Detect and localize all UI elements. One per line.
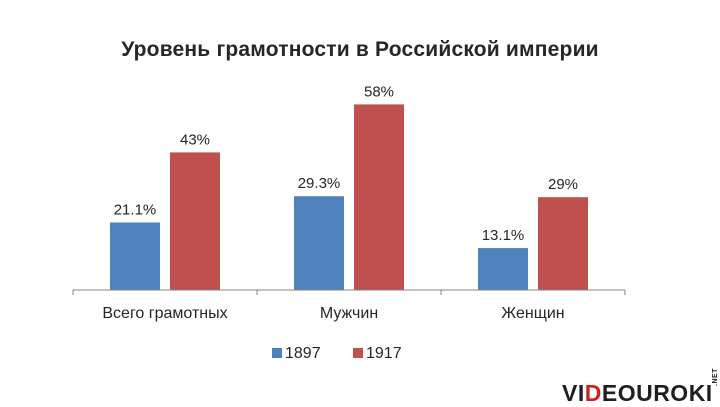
data-label-1917-1: 43%	[180, 131, 210, 148]
legend-swatch-1897	[272, 348, 282, 358]
legend-label-1917: 1917	[366, 345, 402, 362]
videouroki-logo: VIDEOUROKI .NET	[562, 368, 719, 406]
x-tick-label: Женщин	[501, 305, 564, 322]
data-label-1897-3: 13.1%	[482, 227, 525, 244]
bar-1897-3	[478, 248, 528, 290]
chart-title: Уровень грамотности в Российской империи	[121, 38, 599, 61]
bar-1917-2	[354, 104, 404, 291]
x-tick-label: Мужчин	[320, 305, 378, 322]
bar-1897-2	[294, 196, 344, 290]
bar-1917-1	[170, 152, 220, 290]
legend-swatch-1917	[353, 348, 363, 358]
bar-1897-1	[110, 222, 160, 290]
bar-1917-3	[538, 197, 588, 290]
data-label-1917-2: 58%	[364, 83, 394, 100]
data-label-1917-3: 29%	[548, 176, 578, 193]
data-label-1897-2: 29.3%	[298, 175, 341, 192]
legend-label-1897: 1897	[285, 345, 321, 362]
data-label-1897-1: 21.1%	[114, 201, 157, 218]
x-tick-label: Всего грамотных	[102, 305, 227, 322]
